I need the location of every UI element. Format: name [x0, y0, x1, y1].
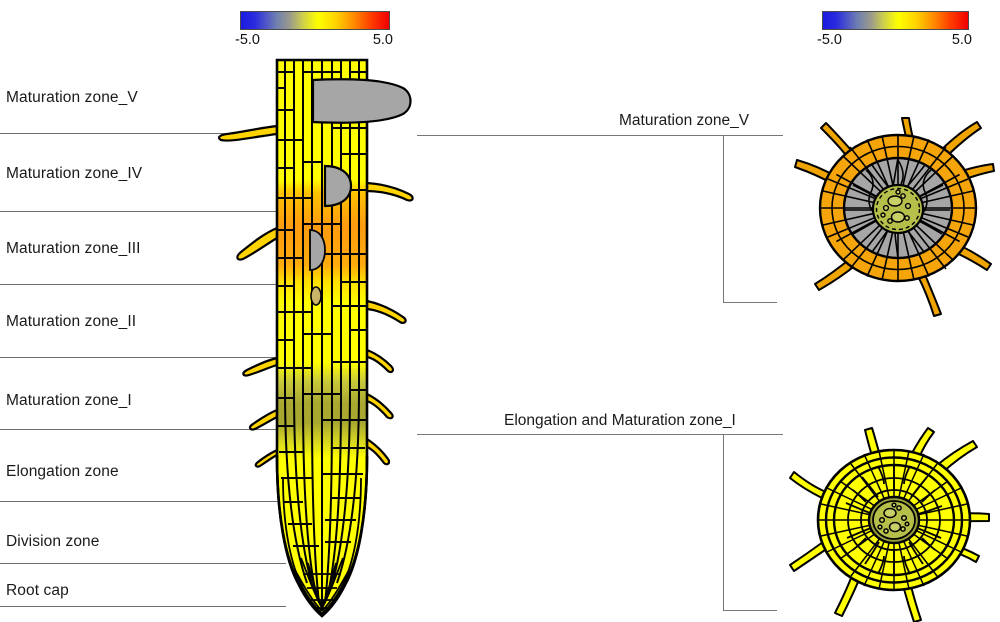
lateral-root-primordium-large [311, 78, 412, 124]
zone-label-root-cap: Root cap [6, 582, 69, 599]
left-colorbar-gradient [240, 11, 390, 30]
left-colorbar-ticks: -5.0 5.0 [235, 32, 393, 50]
right-colorbar-max-label: 5.0 [951, 32, 972, 48]
cross-section-top-pericycle [875, 187, 921, 231]
cross-section-label-elongation-maturation-i: Elongation and Maturation zone_I [504, 412, 736, 429]
cross-section-bottom-vascular-elements [877, 502, 910, 534]
root-longitudinal-section [217, 58, 414, 618]
zone-rule-4 [0, 357, 286, 358]
cross-section-elongation-maturation-i [789, 427, 990, 622]
left-colorbar-min-label: -5.0 [235, 32, 260, 48]
zone-rule-2 [0, 211, 286, 212]
root-cap-outline [275, 455, 369, 618]
root-hairs-right [365, 181, 414, 466]
cross-section-label-maturation-v: Maturation zone_V [619, 112, 750, 129]
right-colorbar-min-label: -5.0 [817, 32, 842, 48]
zone-label-maturation-v: Maturation zone_V [6, 89, 138, 106]
zone-label-division: Division zone [6, 533, 100, 550]
cross-section-maturation-v [794, 117, 995, 317]
cross-section-top-vascular-elements [880, 189, 912, 224]
cross-section-top-stele [871, 183, 925, 235]
zone-label-maturation-ii: Maturation zone_II [6, 313, 137, 330]
cross-section-bracket-bottom-foot [723, 610, 777, 611]
left-colorbar: -5.0 5.0 [235, 11, 393, 50]
cross-section-bracket-top-foot [723, 302, 777, 303]
zone-rule-3 [0, 284, 286, 285]
lateral-root-primordium-small [309, 229, 326, 271]
cross-section-bracket-top [723, 136, 724, 302]
root-hairs-left [217, 124, 279, 468]
right-colorbar-gradient [822, 11, 969, 30]
cross-section-rule-bottom [417, 434, 783, 435]
cross-section-bracket-bottom [723, 435, 724, 610]
zone-rule-5 [0, 429, 286, 430]
zone-rule-6 [0, 501, 286, 502]
zone-rule-7 [0, 563, 286, 564]
zone-label-elongation: Elongation zone [6, 463, 119, 480]
zone-label-maturation-i: Maturation zone_I [6, 392, 132, 409]
lateral-root-primordium-tiny [310, 286, 322, 306]
zone-rule-8 [0, 606, 286, 607]
zone-rule-1 [0, 133, 286, 134]
right-colorbar: -5.0 5.0 [817, 11, 972, 50]
root-cap-inner-outline [282, 477, 362, 616]
left-colorbar-max-label: 5.0 [372, 32, 393, 48]
right-colorbar-ticks: -5.0 5.0 [817, 32, 972, 50]
cross-section-rule-top [417, 135, 783, 136]
zone-label-maturation-iv: Maturation zone_IV [6, 165, 143, 182]
zone-label-maturation-iii: Maturation zone_III [6, 240, 141, 257]
lateral-root-primordium-medium [323, 164, 353, 208]
cross-section-bottom-cortex-cells [845, 465, 943, 575]
